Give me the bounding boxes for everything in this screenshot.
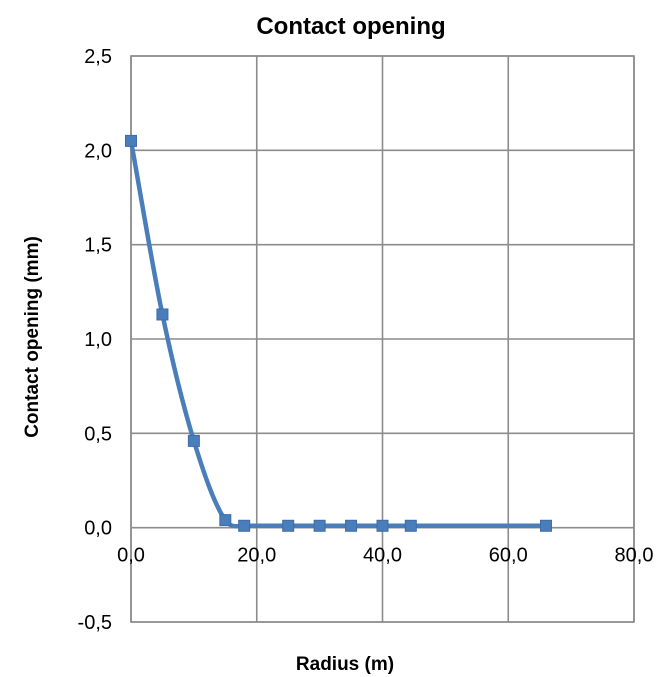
y-tick-label: -0,5 bbox=[78, 612, 112, 634]
x-tick-label: 0,0 bbox=[117, 545, 145, 567]
data-series bbox=[125, 134, 552, 532]
x-tick-label: 60,0 bbox=[489, 545, 528, 567]
data-point-marker bbox=[404, 519, 417, 532]
x-axis-label: Radius (m) bbox=[296, 654, 394, 675]
x-tick-label: 20,0 bbox=[237, 545, 276, 567]
gridlines bbox=[130, 55, 635, 623]
y-tick-label: 0,0 bbox=[84, 518, 112, 540]
x-tick-label: 80,0 bbox=[615, 545, 654, 567]
data-point-marker bbox=[187, 434, 200, 447]
data-point-marker bbox=[238, 519, 251, 532]
chart-title: Contact opening bbox=[256, 13, 445, 40]
y-axis-label: Contact opening (mm) bbox=[22, 236, 43, 438]
y-axis-ticks: 2,5 2,0 1,5 1,0 0,5 0,0 -0,5 bbox=[78, 46, 112, 634]
data-point-marker bbox=[282, 519, 295, 532]
data-point-marker bbox=[219, 514, 232, 527]
data-point-marker bbox=[376, 519, 389, 532]
y-tick-label: 1,0 bbox=[84, 329, 112, 351]
data-point-marker bbox=[345, 519, 358, 532]
plot-area bbox=[130, 55, 635, 623]
data-point-marker bbox=[313, 519, 326, 532]
y-tick-label: 2,5 bbox=[84, 46, 112, 68]
x-tick-label: 40,0 bbox=[363, 545, 402, 567]
data-point-marker bbox=[125, 134, 137, 147]
data-point-marker bbox=[156, 308, 169, 321]
data-point-marker bbox=[539, 519, 552, 532]
y-tick-label: 1,5 bbox=[84, 235, 112, 257]
y-tick-label: 2,0 bbox=[84, 140, 112, 162]
y-tick-label: 0,5 bbox=[84, 423, 112, 445]
x-axis-ticks: 0,0 20,0 40,0 60,0 80,0 bbox=[117, 545, 653, 567]
series-line bbox=[128, 138, 549, 529]
